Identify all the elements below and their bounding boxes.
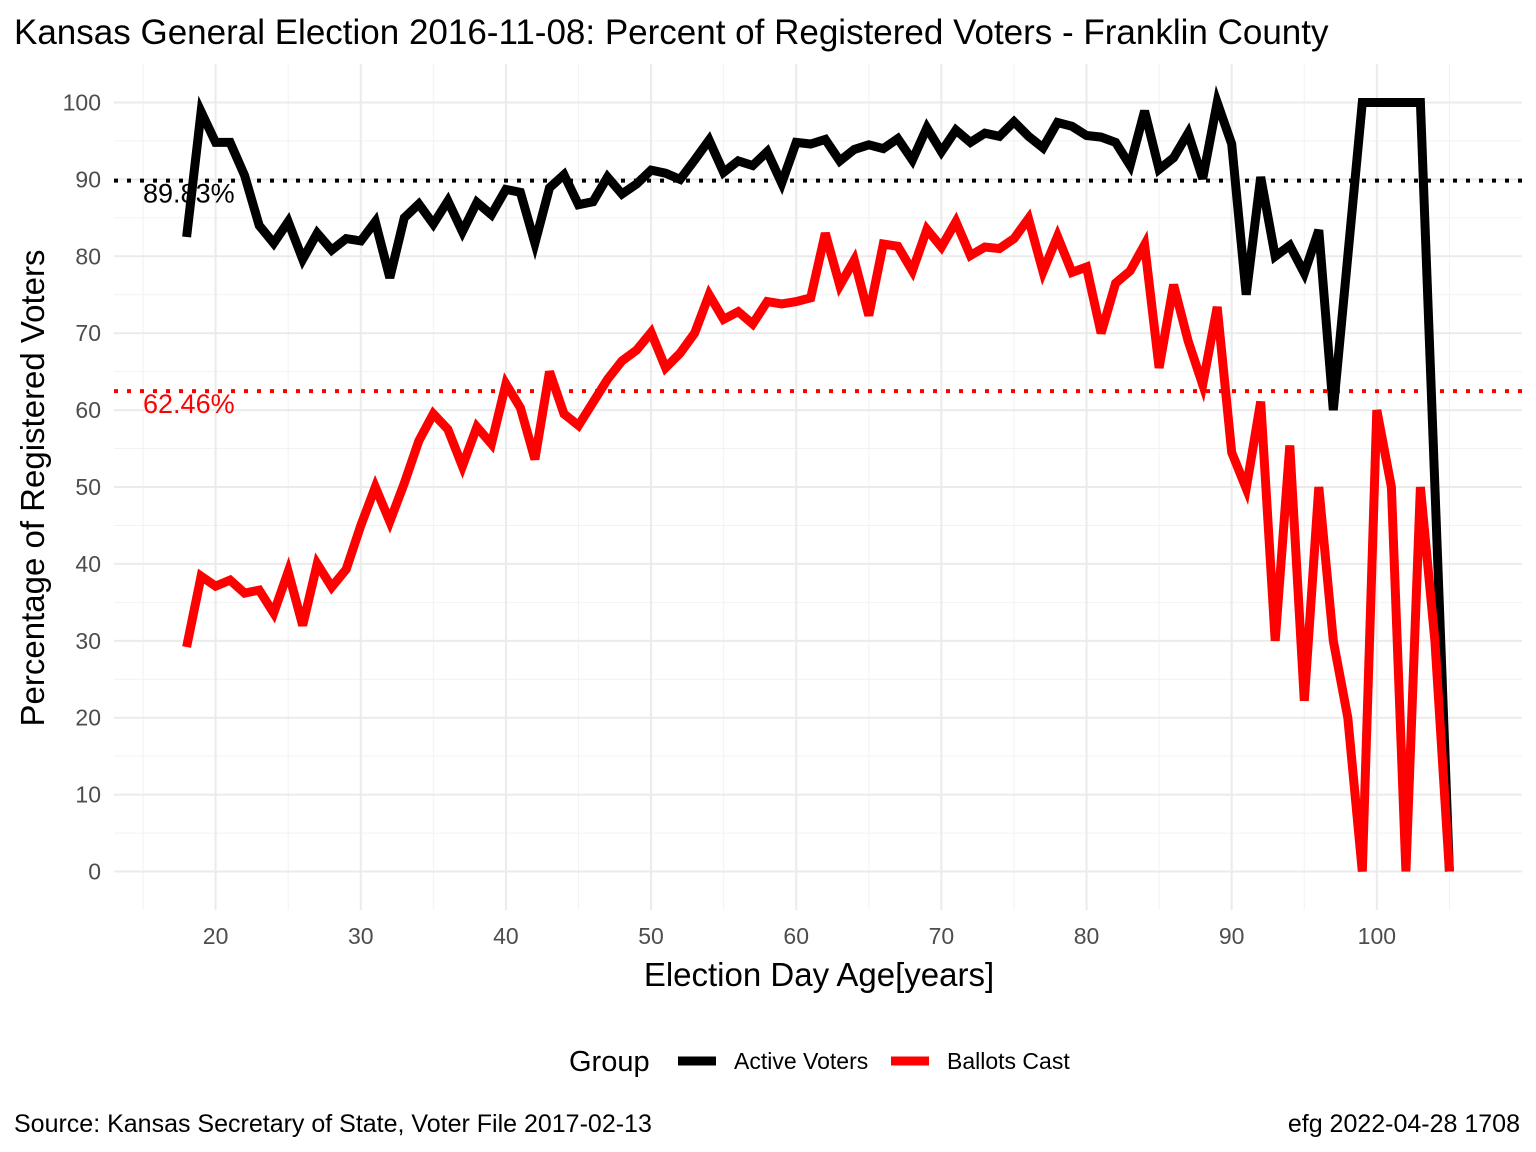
legend-label-active-voters: Active Voters — [734, 1048, 868, 1074]
legend: Group Active Voters Ballots Cast — [569, 1046, 1070, 1078]
x-tick-label: 50 — [638, 923, 664, 949]
series-line-ballots-cast — [182, 208, 1454, 872]
y-tick-label: 90 — [75, 166, 101, 192]
y-tick-label: 80 — [75, 243, 101, 269]
series-layer — [182, 85, 1454, 872]
y-axis-label: Percentage of Registered Voters — [14, 250, 51, 727]
y-tick-label: 100 — [63, 89, 101, 115]
caption-credit: efg 2022-04-28 1708 — [1288, 1110, 1520, 1138]
y-tick-label: 60 — [75, 397, 101, 423]
chart-title: Kansas General Election 2016-11-08: Perc… — [14, 13, 1329, 52]
reference-lines — [114, 178, 1522, 394]
x-tick-label: 90 — [1219, 923, 1245, 949]
y-tick-label: 40 — [75, 551, 101, 577]
y-tick-label: 50 — [75, 474, 101, 500]
reference-labels: 89.83% 62.46% — [143, 179, 235, 420]
x-tick-label: 20 — [203, 923, 229, 949]
x-tick-label: 40 — [493, 923, 519, 949]
x-axis-label: Election Day Age[years] — [644, 956, 994, 993]
legend-label-ballots-cast: Ballots Cast — [947, 1048, 1070, 1074]
reference-label-1: 62.46% — [143, 389, 235, 419]
y-tick-label: 0 — [88, 859, 101, 885]
y-axis-ticks: 0 10 20 30 40 50 60 70 80 90 100 — [63, 89, 101, 884]
y-tick-label: 70 — [75, 320, 101, 346]
y-tick-label: 10 — [75, 782, 101, 808]
x-tick-label: 100 — [1358, 923, 1396, 949]
y-tick-label: 20 — [75, 705, 101, 731]
x-tick-label: 70 — [929, 923, 955, 949]
x-axis-ticks: 20 30 40 50 60 70 80 90 100 — [203, 923, 1396, 949]
x-tick-label: 80 — [1074, 923, 1100, 949]
reference-label-0: 89.83% — [143, 179, 235, 209]
x-tick-label: 60 — [783, 923, 809, 949]
caption-source: Source: Kansas Secretary of State, Voter… — [14, 1110, 652, 1138]
y-tick-label: 30 — [75, 628, 101, 654]
series-line-active-voters — [182, 85, 1454, 872]
legend-title: Group — [569, 1046, 650, 1078]
x-tick-label: 30 — [348, 923, 374, 949]
